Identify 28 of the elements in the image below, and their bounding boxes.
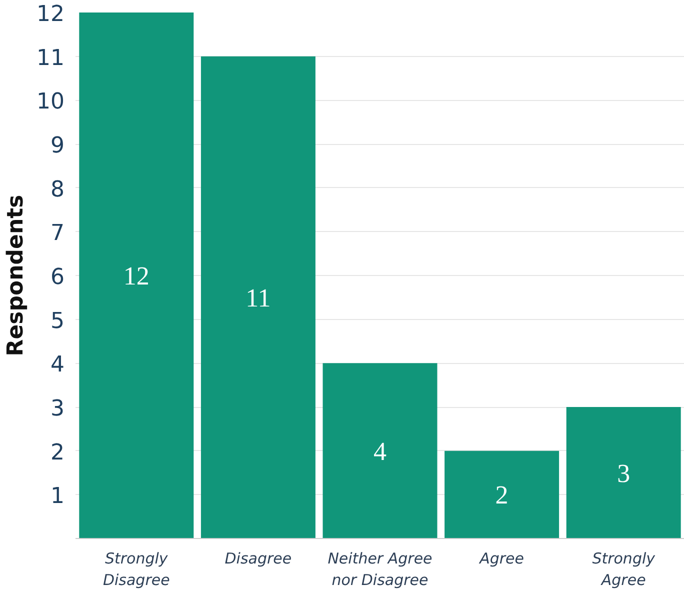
data-label: 2 <box>495 480 508 510</box>
bar <box>322 363 438 538</box>
data-label: 4 <box>374 436 386 466</box>
bar <box>200 56 316 538</box>
y-axis-title: Respondents <box>4 194 29 356</box>
x-tick-label: Neither Agree nor Disagree <box>328 550 432 590</box>
x-tick-label: Strongly Disagree <box>102 550 170 590</box>
y-tick-label: 9 <box>50 134 65 158</box>
bar <box>444 450 560 538</box>
y-tick-label: 10 <box>36 90 65 115</box>
x-tick-label: Disagree <box>224 550 292 568</box>
y-tick-label: 12 <box>36 2 65 27</box>
y-tick-label: 4 <box>50 352 65 378</box>
y-tick-label: 6 <box>50 265 65 290</box>
y-tick-label: 7 <box>50 221 65 246</box>
y-tick-label: 3 <box>50 396 65 422</box>
y-tick-label: 11 <box>36 46 65 71</box>
x-tick-label: Agree <box>478 550 524 568</box>
data-label: 3 <box>617 458 630 488</box>
x-tick-label: Strongly Agree <box>592 550 656 590</box>
y-tick-label: 1 <box>50 484 65 510</box>
bar <box>79 12 194 538</box>
y-tick-label: 2 <box>50 440 65 466</box>
data-label: 12 <box>123 262 150 290</box>
y-tick-label: 8 <box>50 177 65 202</box>
y-tick-label: 5 <box>50 308 65 334</box>
bar <box>566 407 681 538</box>
data-label: 11 <box>246 283 271 312</box>
